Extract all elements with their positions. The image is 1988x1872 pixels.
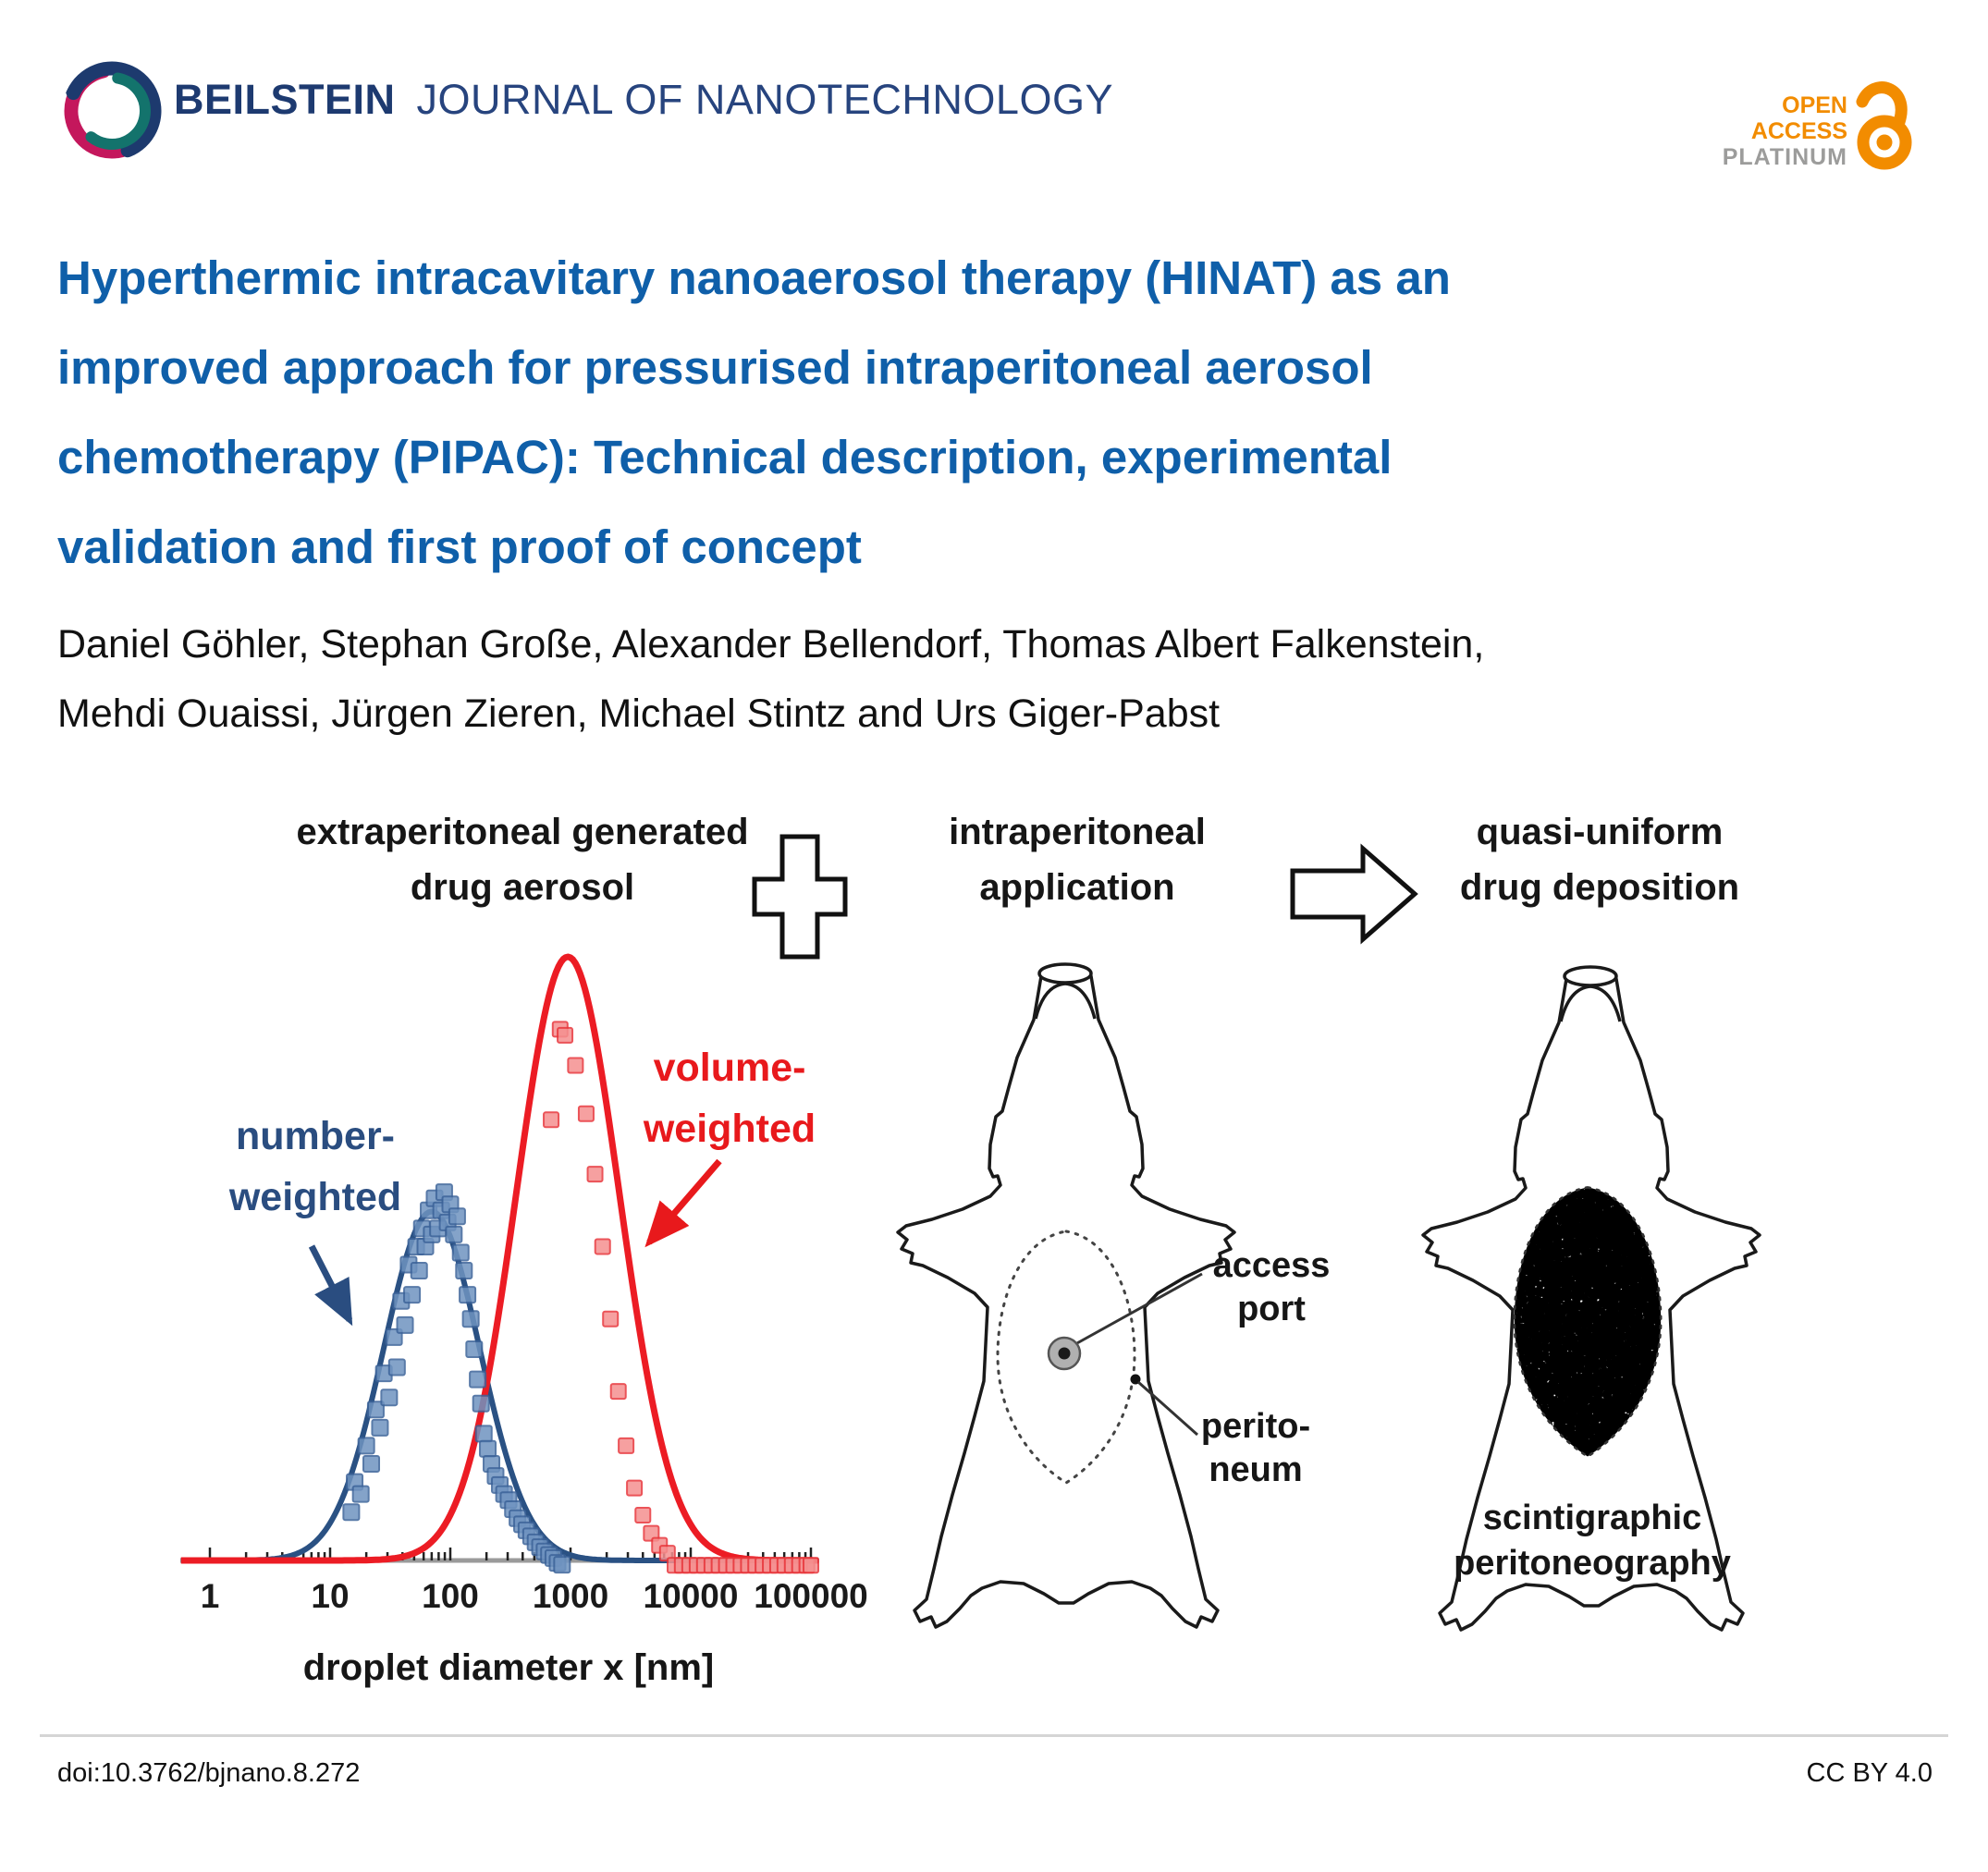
title-line-1: Hyperthermic intracavitary nanoaerosol t… [57, 251, 1451, 304]
badge-open: OPEN [1782, 92, 1847, 118]
license-text: CC BY 4.0 [1806, 1758, 1933, 1788]
plus-icon [752, 834, 848, 960]
authors: Daniel Göhler, Stephan Große, Alexander … [57, 610, 1897, 749]
journal-name-rest: JOURNAL OF NANOTECHNOLOGY [416, 76, 1113, 123]
title-line-3: chemotherapy (PIPAC): Technical descript… [57, 431, 1393, 483]
volume-weighted-arrow [644, 1158, 722, 1248]
x-tick-label: 1 [200, 1577, 220, 1615]
journal-name: BEILSTEIN JOURNAL OF NANOTECHNOLOGY [174, 76, 1113, 124]
authors-line-2: Mehdi Ouaissi, Jürgen Zieren, Michael St… [57, 691, 1221, 736]
arrow-right-icon [1290, 843, 1418, 945]
authors-line-1: Daniel Göhler, Stephan Große, Alexander … [57, 622, 1485, 667]
x-tick-label: 100000 [754, 1577, 868, 1615]
number-weighted-arrow [308, 1244, 353, 1327]
x-tick-label: 10000 [643, 1577, 739, 1615]
access-port-label: access port [1212, 1246, 1331, 1328]
footer-divider [40, 1734, 1948, 1737]
badge-platinum: PLATINUM [1722, 144, 1847, 170]
badge-access: ACCESS [1750, 118, 1847, 144]
title-line-4: validation and first proof of concept [57, 520, 862, 573]
peritoneum-leader-line [1137, 1380, 1198, 1437]
step3-line2: drug deposition [1459, 867, 1740, 908]
peritoneum-marker-dot [1130, 1374, 1141, 1385]
pipeline-step-application: intraperitoneal application [892, 804, 1262, 915]
access-port-center-dot [1058, 1347, 1071, 1360]
access-port-leader-line [1074, 1272, 1203, 1346]
peritoneum-label: perito- neum [1200, 1407, 1311, 1489]
rat-middle [896, 962, 1236, 1629]
pipeline-step-aerosol: extraperitoneal generated drug aerosol [245, 804, 800, 915]
beilstein-logo [62, 61, 162, 161]
step1-line1: extraperitoneal generated [296, 812, 749, 852]
journal-name-bold: BEILSTEIN [174, 76, 396, 123]
step2-line2: application [979, 867, 1175, 908]
x-tick-label: 10 [311, 1577, 350, 1615]
scintigraphy-label: scintigraphic peritoneography [1454, 1499, 1731, 1583]
volume-weighted-label: volume- weighted [643, 1046, 816, 1151]
droplet-size-chart [179, 953, 819, 1574]
x-tick-label: 100 [422, 1577, 479, 1615]
page-title: Hyperthermic intracavitary nanoaerosol t… [57, 233, 1897, 592]
step2-line1: intraperitoneal [949, 812, 1206, 852]
step3-line1: quasi-uniform [1476, 812, 1724, 852]
x-tick-label: 1000 [532, 1577, 609, 1615]
title-line-2: improved approach for pressurised intrap… [57, 341, 1373, 394]
pipeline-step-deposition: quasi-uniform drug deposition [1387, 804, 1812, 915]
doi-text: doi:10.3762/bjnano.8.272 [57, 1758, 361, 1788]
step1-line2: drug aerosol [410, 867, 635, 908]
number-weighted-label: number- weighted [228, 1114, 402, 1219]
open-access-lock-icon [1856, 81, 1912, 170]
x-axis-label: droplet diameter x [nm] [302, 1647, 715, 1688]
open-access-badge: OPEN ACCESS PLATINUM [1563, 92, 1847, 170]
